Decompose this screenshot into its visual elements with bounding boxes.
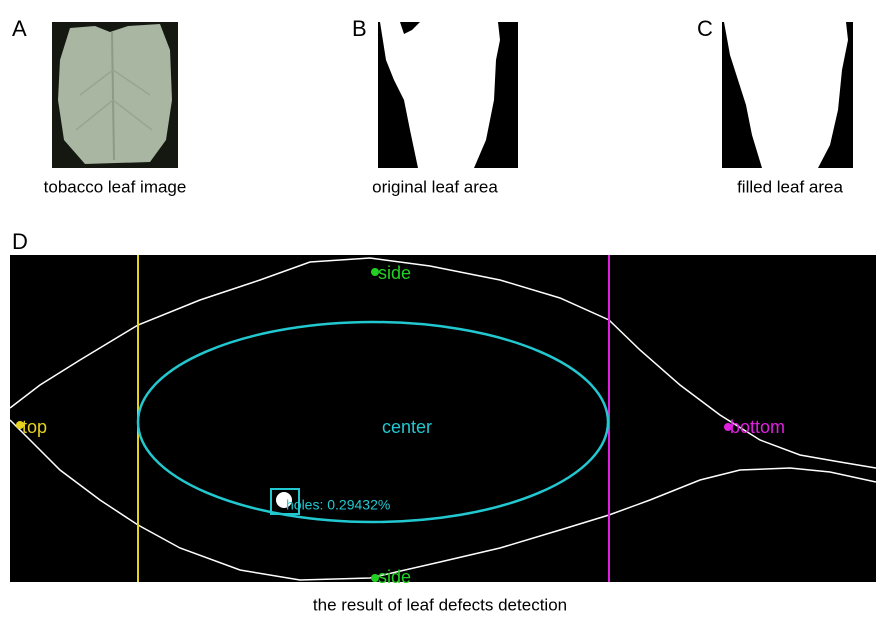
panel-label: D [12,229,28,254]
panel-caption: the result of leaf defects detection [313,595,567,614]
annotation: holes: 0.29432% [286,497,390,513]
panel-caption: original leaf area [372,177,498,196]
panel-label: B [352,16,367,41]
panel-label: C [697,16,713,41]
annotation: bottom [730,417,785,437]
annotation: top [22,417,47,437]
figure: A tobacco leaf image B original leaf are… [0,0,876,618]
panel-caption: filled leaf area [737,177,843,196]
leaf-mask-filled [722,22,853,168]
panel-label: A [12,16,27,41]
annotation: side [378,567,411,587]
leaf-mask [378,22,518,168]
panel-caption: tobacco leaf image [44,177,187,196]
annotation: center [382,417,432,437]
page: A tobacco leaf image B original leaf are… [0,0,876,623]
annotation: side [378,263,411,283]
leaf-photo [52,22,178,168]
